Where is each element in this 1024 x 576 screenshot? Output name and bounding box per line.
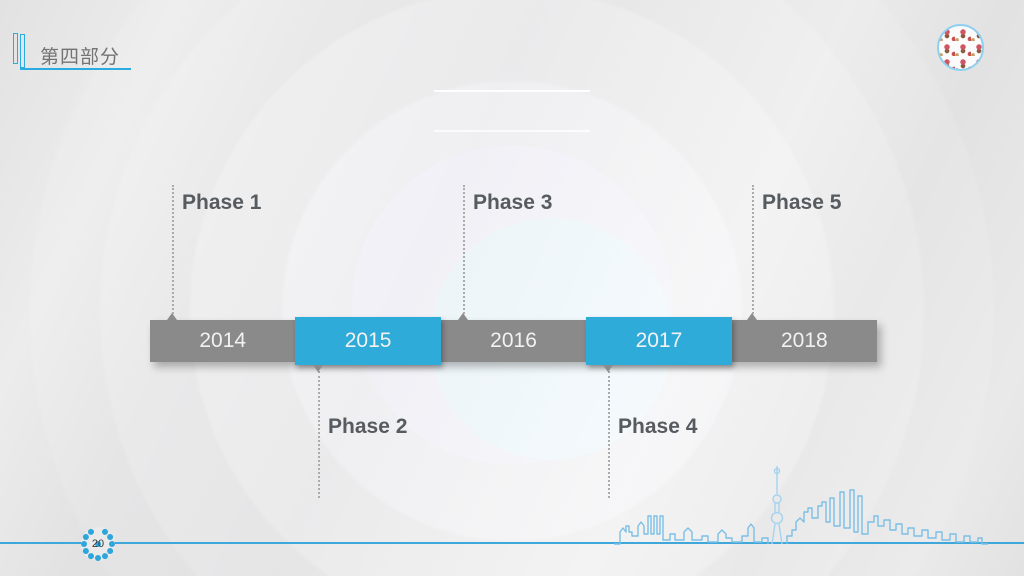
- title-placeholder-line-2: [434, 130, 590, 132]
- phase-5-connector-line: [752, 185, 754, 314]
- phase-4-arrow-icon: [603, 365, 613, 372]
- header-accent-bar-2: [20, 34, 25, 68]
- phase-4-connector-line: [608, 371, 610, 498]
- phase-3-label: Phase 3: [473, 191, 553, 214]
- timeline-year-bar: 2014 2015 2016 2017 2018: [150, 317, 878, 365]
- page-number-badge: 20: [81, 527, 115, 561]
- phase-3-arrow-icon: [458, 313, 468, 320]
- phase-5-label: Phase 5: [762, 191, 842, 214]
- year-segment-2015: 2015: [295, 317, 441, 365]
- mascot-logo-icon: [937, 24, 984, 71]
- phase-1-label: Phase 1: [182, 191, 262, 214]
- phase-1-connector-line: [172, 185, 174, 314]
- year-segment-2018: 2018: [731, 320, 878, 362]
- city-skyline-icon: [614, 466, 988, 545]
- header-underline: [20, 68, 131, 70]
- phase-2-arrow-icon: [313, 365, 323, 372]
- phase-1-arrow-icon: [167, 313, 177, 320]
- footer-divider-line: [0, 542, 1024, 544]
- year-segment-2016: 2016: [440, 320, 587, 362]
- phase-2-connector-line: [318, 371, 320, 498]
- phase-2-label: Phase 2: [328, 415, 408, 438]
- header-accent-bar-1: [13, 33, 18, 64]
- phase-4-label: Phase 4: [618, 415, 698, 438]
- title-placeholder-line-1: [434, 90, 590, 92]
- year-segment-2014: 2014: [150, 320, 296, 362]
- section-title: 第四部分: [40, 47, 121, 68]
- year-segment-2017: 2017: [586, 317, 732, 365]
- page-number: 20: [91, 538, 105, 550]
- phase-5-arrow-icon: [747, 313, 757, 320]
- phase-3-connector-line: [463, 185, 465, 314]
